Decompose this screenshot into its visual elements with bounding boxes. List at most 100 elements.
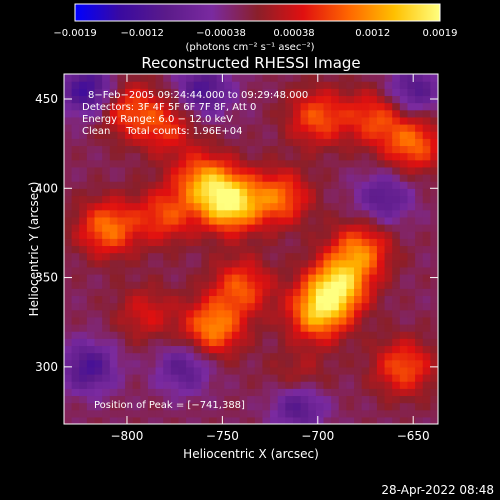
heatmap-cell — [308, 209, 317, 218]
heatmap-cell — [407, 138, 416, 147]
heatmap-cell — [338, 88, 348, 97]
heatmap-cell — [262, 331, 271, 339]
heatmap-cell — [109, 88, 119, 97]
heatmap-cell — [361, 95, 370, 104]
heatmap-cell — [170, 209, 180, 218]
heatmap-cell — [422, 202, 431, 211]
heatmap-cell — [155, 216, 164, 225]
heatmap-cell — [216, 416, 225, 424]
heatmap-cell — [125, 295, 134, 304]
heatmap-cell — [247, 266, 256, 275]
heatmap-cell — [247, 138, 256, 147]
heatmap-cell — [285, 166, 294, 175]
heatmap-cell — [331, 266, 340, 275]
heatmap-cell — [209, 252, 218, 261]
heatmap-cell — [140, 402, 149, 411]
heatmap-cell — [86, 116, 96, 125]
heatmap-cell — [71, 238, 80, 247]
heatmap-cell — [384, 331, 393, 339]
heatmap-cell — [71, 116, 80, 125]
heatmap-cell — [186, 166, 195, 175]
heatmap-cell — [422, 81, 431, 89]
heatmap-cell — [376, 152, 386, 161]
heatmap-cell — [254, 281, 264, 289]
heatmap-cell — [178, 259, 187, 268]
heatmap-cell — [315, 416, 325, 424]
heatmap-cell — [201, 259, 210, 268]
heatmap-cell — [193, 95, 202, 104]
heatmap-cell — [415, 259, 424, 268]
heatmap-cell — [300, 245, 309, 254]
heatmap-cell — [239, 145, 248, 154]
heatmap-cell — [323, 74, 332, 82]
heatmap-cell — [376, 359, 386, 368]
heatmap-cell — [361, 216, 370, 225]
heatmap-cell — [338, 138, 348, 147]
heatmap-cell — [109, 295, 119, 304]
heatmap-cell — [186, 359, 195, 368]
heatmap-cell — [239, 159, 248, 168]
heatmap-cell — [292, 181, 302, 189]
heatmap-cell — [285, 231, 294, 239]
heatmap-cell — [216, 81, 225, 89]
heatmap-cell — [147, 124, 157, 132]
heatmap-cell — [178, 95, 187, 104]
heatmap-cell — [178, 374, 187, 382]
heatmap-cell — [415, 138, 424, 147]
heatmap-cell — [239, 395, 248, 404]
heatmap-cell — [392, 188, 401, 197]
heatmap-cell — [193, 266, 202, 275]
heatmap-cell — [369, 266, 378, 275]
heatmap-cell — [102, 352, 111, 361]
heatmap-cell — [369, 152, 378, 161]
heatmap-cell — [224, 216, 233, 225]
heatmap-cell — [117, 74, 126, 82]
heatmap-cell — [361, 252, 370, 261]
heatmap-cell — [71, 352, 80, 361]
heatmap-cell — [163, 366, 172, 375]
heatmap-cell — [292, 295, 302, 304]
heatmap-cell — [323, 138, 332, 147]
heatmap-cell — [430, 138, 438, 147]
heatmap-cell — [292, 116, 302, 125]
heatmap-cell — [323, 231, 332, 239]
heatmap-cell — [346, 74, 355, 82]
heatmap-cell — [285, 152, 294, 161]
heatmap-cell — [209, 302, 218, 311]
heatmap-cell — [231, 352, 241, 361]
heatmap-cell — [224, 166, 233, 175]
heatmap-cell — [117, 159, 126, 168]
heatmap-cell — [376, 109, 386, 118]
heatmap-cell — [170, 395, 180, 404]
heatmap-cell — [315, 366, 325, 375]
heatmap-cell — [407, 202, 416, 211]
heatmap-cell — [178, 352, 187, 361]
heatmap-cell — [407, 409, 416, 418]
heatmap-cell — [79, 252, 88, 261]
heatmap-cell — [262, 309, 271, 318]
heatmap-cell — [277, 409, 286, 418]
heatmap-cell — [285, 245, 294, 254]
heatmap-cell — [216, 366, 225, 375]
heatmap-cell — [422, 345, 431, 354]
heatmap-cell — [422, 281, 431, 289]
heatmap-cell — [270, 359, 279, 368]
heatmap-cell — [361, 409, 370, 418]
heatmap-cell — [193, 224, 202, 232]
heatmap-cell — [117, 88, 126, 97]
heatmap-cell — [239, 181, 248, 189]
heatmap-cell — [331, 166, 340, 175]
heatmap-cell — [407, 81, 416, 89]
heatmap-cell — [407, 131, 416, 139]
heatmap-cell — [216, 109, 225, 118]
heatmap-cell — [346, 366, 355, 375]
heatmap-cell — [376, 245, 386, 254]
heatmap-cell — [94, 338, 103, 347]
heatmap-cell — [247, 224, 256, 232]
heatmap-cell — [79, 366, 88, 375]
heatmap-cell — [415, 302, 424, 311]
heatmap-cell — [323, 238, 332, 247]
heatmap-cell — [117, 281, 126, 289]
heatmap-cell — [64, 202, 73, 211]
heatmap-cell — [163, 102, 172, 111]
